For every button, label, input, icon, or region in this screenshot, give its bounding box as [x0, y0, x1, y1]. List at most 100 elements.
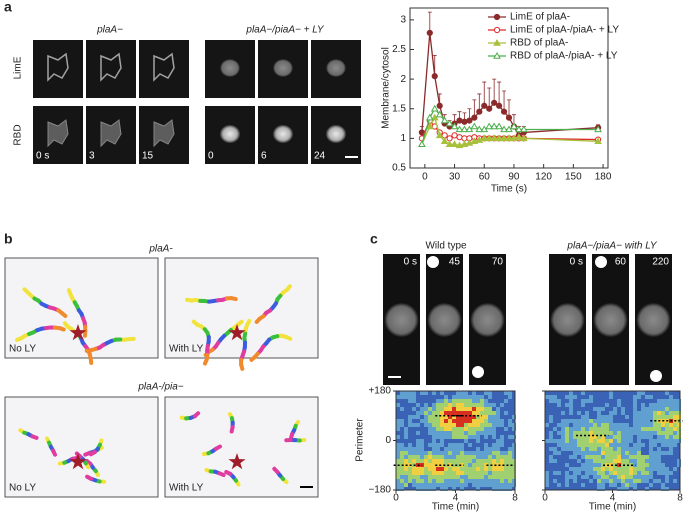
heatmap-cell: [633, 419, 637, 423]
marker: [495, 122, 503, 130]
heatmap-cell: [488, 471, 492, 475]
heatmap-cell: [597, 475, 601, 479]
heatmap-cell: [496, 439, 500, 443]
heatmap-cell: [432, 463, 436, 467]
heatmap-cell: [416, 459, 420, 463]
heatmap-cell: [609, 479, 613, 483]
heatmap-cell: [424, 415, 428, 419]
plot-label: With LY: [169, 483, 204, 494]
heatmap-cell: [573, 455, 577, 459]
heatmap-cell: [424, 407, 428, 411]
heatmap-cell: [420, 447, 424, 451]
heatmap-cell: [508, 395, 512, 399]
heatmap-cell: [633, 443, 637, 447]
track-segment: [57, 326, 66, 332]
heatmap-cell: [396, 455, 400, 459]
heatmap-cell: [589, 395, 593, 399]
heatmap-cell: [472, 391, 476, 395]
heatmap-cell: [472, 467, 476, 471]
error-bar: [487, 87, 492, 109]
heatmap-cell: [492, 435, 496, 439]
heatmap-cell: [585, 415, 589, 419]
row-label: RBD: [13, 124, 24, 145]
track-segment: [88, 450, 97, 457]
panel-label: c: [370, 231, 378, 247]
heatmap-cell: [436, 431, 440, 435]
heatmap-cell: [609, 475, 613, 479]
heatmap-cell: [448, 451, 452, 455]
heatmap-cell: [669, 431, 673, 435]
heatmap-cell: [436, 471, 440, 475]
track-segment: [229, 296, 238, 302]
heatmap-cell: [589, 463, 593, 467]
heatmap-cell: [621, 451, 625, 455]
heatmap-cell: [645, 431, 649, 435]
marker: [500, 108, 508, 115]
heatmap-cell: [468, 459, 472, 463]
heatmap-cell: [573, 471, 577, 475]
heatmap-cell: [545, 471, 549, 475]
heatmap-cell: [476, 479, 480, 483]
heatmap-cell: [637, 423, 641, 427]
heatmap-cell: [577, 431, 581, 435]
heatmap-cell: [673, 435, 677, 439]
heatmap-cell: [653, 415, 657, 419]
heatmap-cell: [629, 439, 633, 443]
heatmap-cell: [448, 475, 452, 479]
heatmap-cell: [669, 403, 673, 407]
heatmap-cell: [460, 479, 464, 483]
heatmap-cell: [472, 479, 476, 483]
heatmap-cell: [661, 463, 665, 467]
frame-label: 60: [615, 257, 627, 268]
heatmap-cell: [661, 411, 665, 415]
marker: [515, 133, 523, 140]
heatmap-cell: [396, 487, 400, 491]
heatmap-cell: [677, 407, 681, 411]
heatmap-cell: [577, 435, 581, 439]
heatmap-cell: [404, 431, 408, 435]
heatmap-cell: [484, 431, 488, 435]
heatmap-cell: [464, 411, 468, 415]
marker: [480, 134, 489, 142]
heatmap-cell: [617, 403, 621, 407]
heatmap-cell: [589, 423, 593, 427]
heatmap-cell: [500, 403, 504, 407]
heatmap-cell: [424, 471, 428, 475]
heatmap-cell: [484, 475, 488, 479]
heatmap-cell: [649, 455, 653, 459]
heatmap-cell: [476, 419, 480, 423]
heatmap-cell: [444, 455, 448, 459]
heatmap-cell: [412, 471, 416, 475]
heatmap-cell: [452, 475, 456, 479]
heatmap-cell: [637, 391, 641, 395]
heatmap-cell: [432, 487, 436, 491]
heatmap-cell: [452, 403, 456, 407]
heatmap-cell: [673, 403, 677, 407]
heatmap-cell: [569, 399, 573, 403]
panel-label: b: [4, 231, 13, 247]
heatmap-cell: [464, 419, 468, 423]
heatmap-cell: [440, 431, 444, 435]
heatmap-cell: [480, 451, 484, 455]
heatmap-cell: [657, 447, 661, 451]
heatmap-cell: [488, 407, 492, 411]
heatmap-cell: [573, 439, 577, 443]
heatmap-cell: [480, 411, 484, 415]
heatmap-cell: [492, 419, 496, 423]
heatmap-cell: [569, 391, 573, 395]
heatmap-cell: [484, 415, 488, 419]
heatmap-cell: [436, 415, 440, 419]
heatmap-cell: [460, 459, 464, 463]
heatmap-cell: [561, 435, 565, 439]
heatmap-cell: [408, 459, 412, 463]
heatmap-cell: [669, 407, 673, 411]
heatmap-cell: [444, 423, 448, 427]
heatmap-cell: [456, 483, 460, 487]
heatmap-cell: [617, 463, 621, 467]
heatmap-cell: [416, 439, 420, 443]
y-tick-label: −180: [368, 485, 391, 496]
heatmap-cell: [424, 483, 428, 487]
heatmap-cell: [593, 443, 597, 447]
heatmap-cell: [408, 415, 412, 419]
heatmap-cell: [440, 423, 444, 427]
